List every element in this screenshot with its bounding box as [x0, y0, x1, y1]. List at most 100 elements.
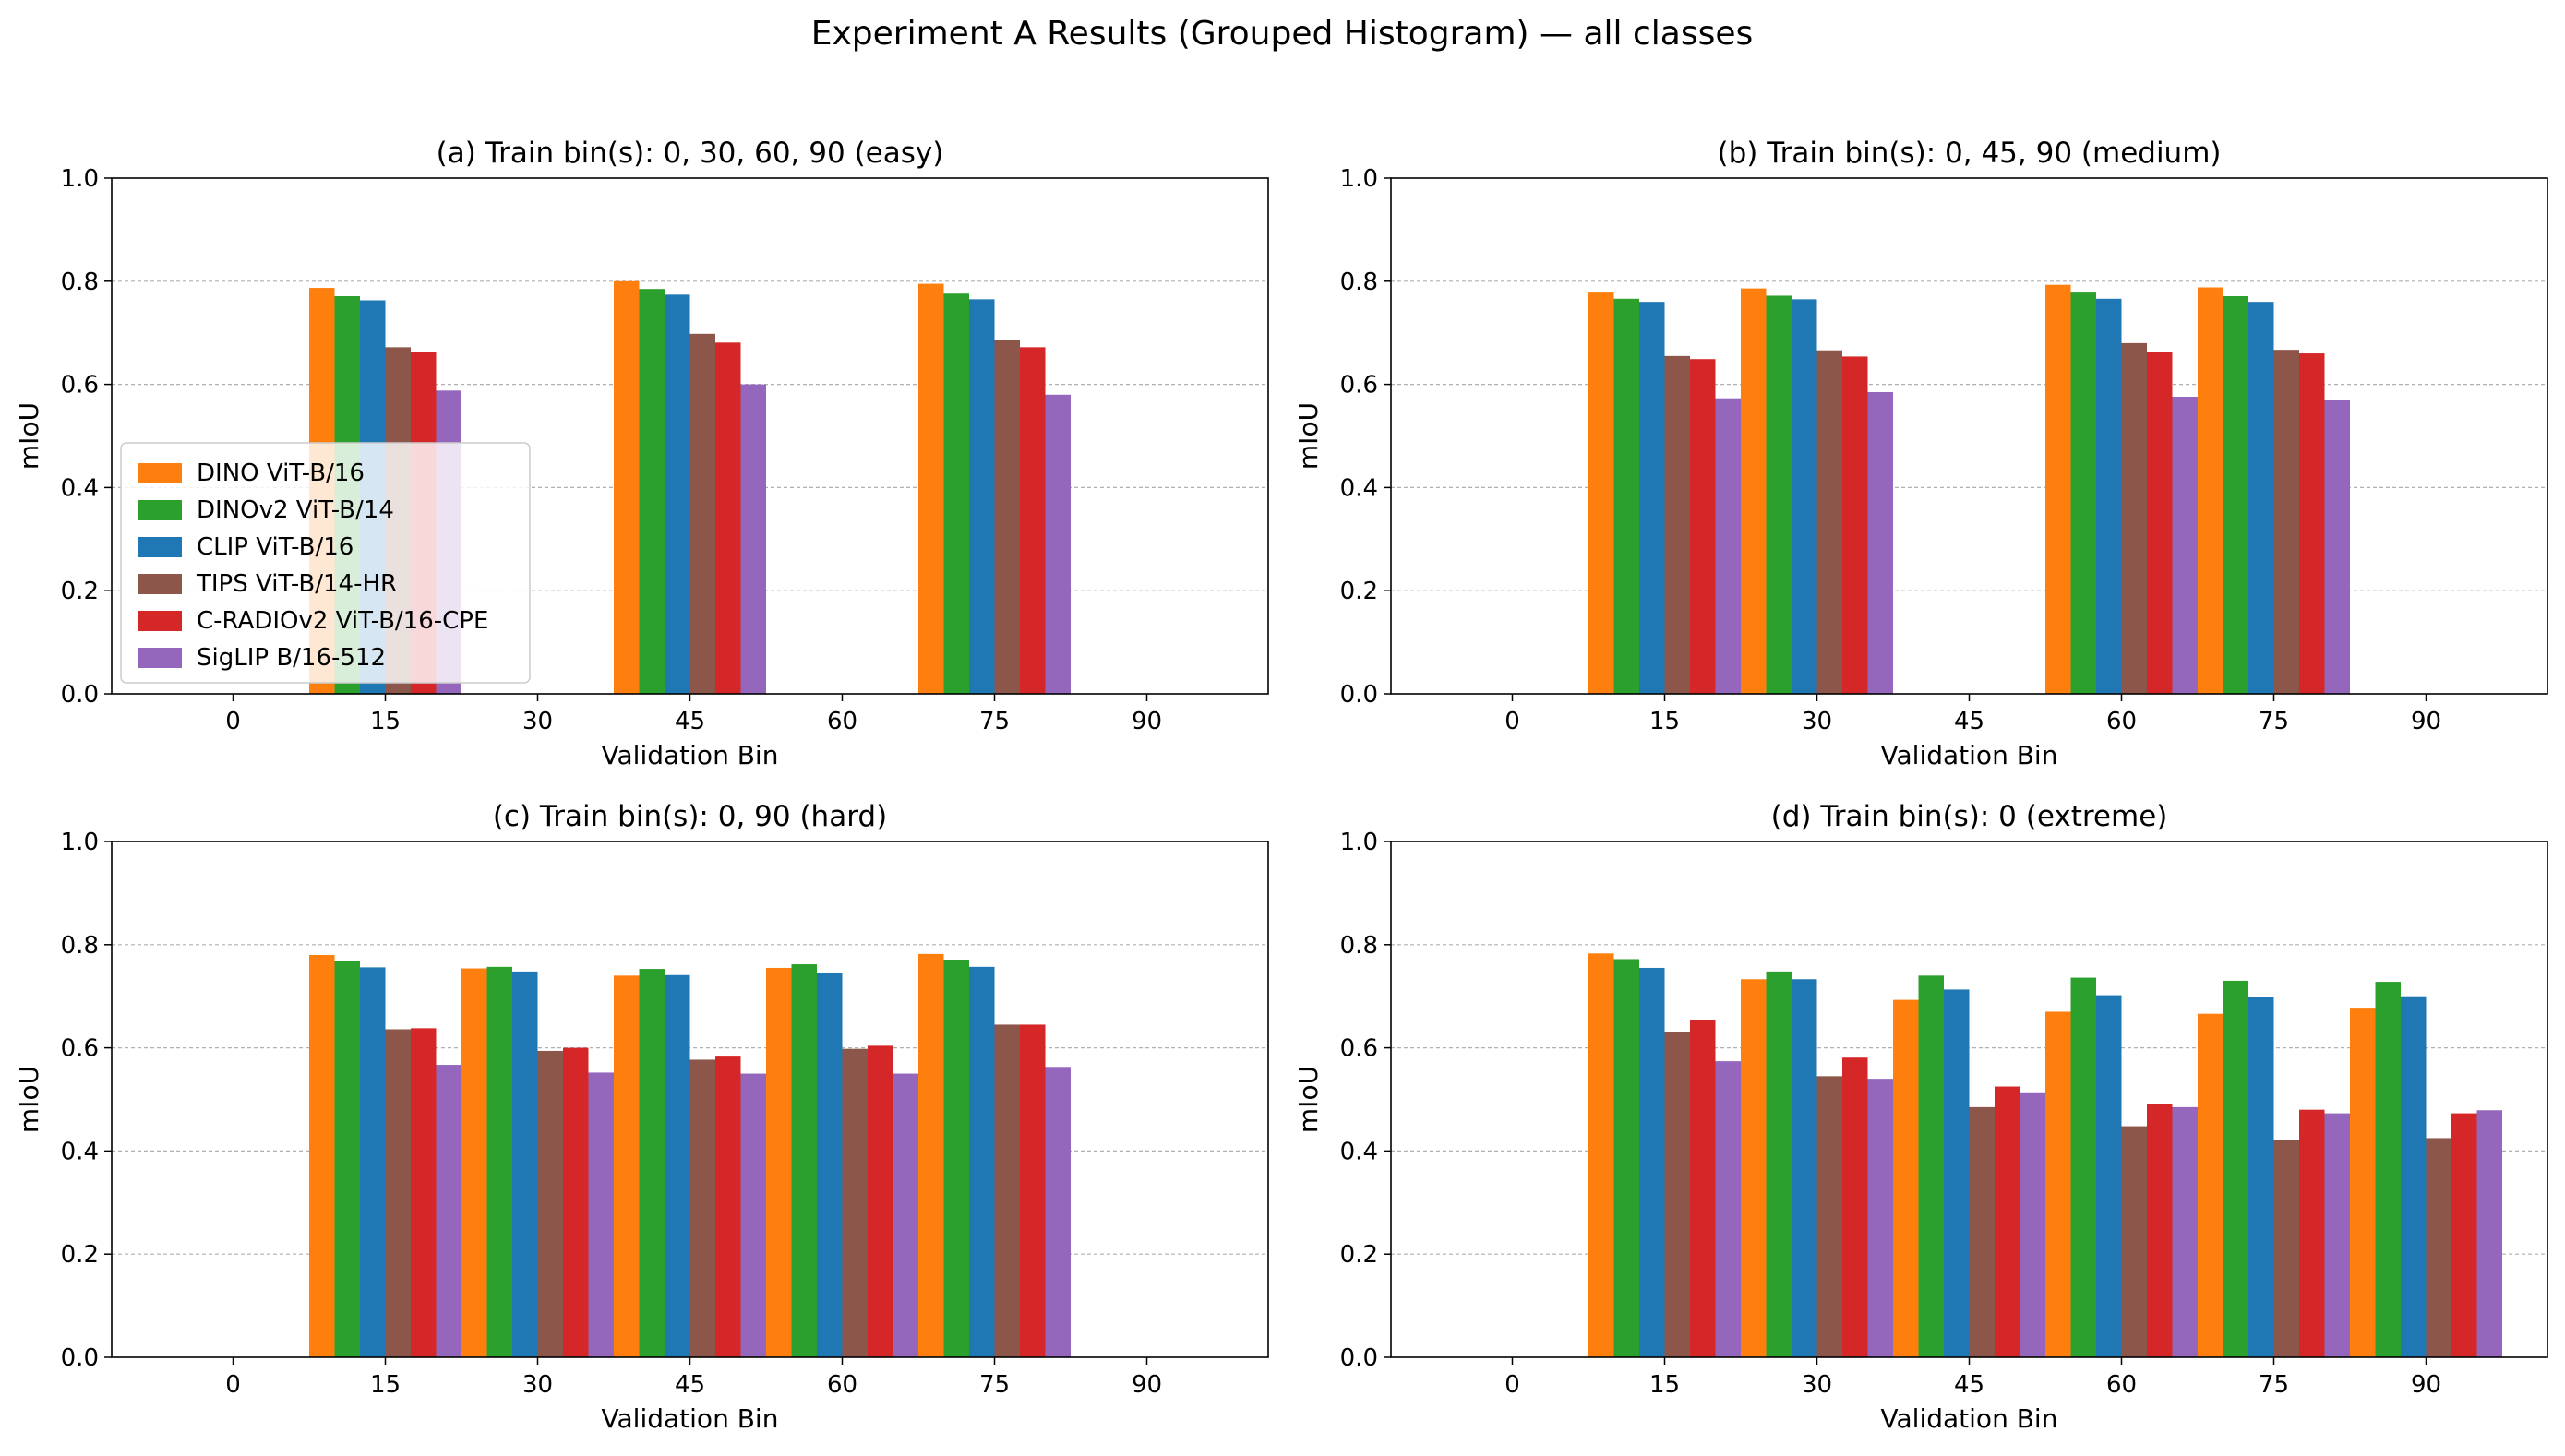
bar-b-s5-c2	[1867, 391, 1893, 694]
bar-c-s4-c3	[715, 1056, 741, 1357]
y-tick-label: 0.8	[61, 269, 99, 296]
bar-c-s2-c3	[665, 974, 690, 1357]
bar-b-s3-c1	[1664, 355, 1690, 694]
x-tick-label: 30	[522, 708, 553, 735]
y-tick-label: 1.0	[1340, 829, 1378, 856]
bar-d-s3-c1	[1664, 1032, 1690, 1357]
bar-d-s2-c5	[2248, 997, 2274, 1357]
bar-a-s2-c5	[969, 299, 995, 694]
y-tick-label: 0.4	[61, 474, 99, 502]
legend-swatch	[138, 537, 182, 557]
bar-d-s4-c4	[2147, 1104, 2173, 1357]
bar-b-s2-c4	[2096, 298, 2122, 694]
bar-b-s1-c4	[2070, 292, 2096, 694]
bar-d-s0-c5	[2198, 1013, 2223, 1357]
y-tick-label: 0.2	[1340, 1241, 1378, 1269]
x-tick-label: 0	[1504, 708, 1520, 735]
y-tick-label: 0.4	[1340, 1138, 1378, 1165]
x-tick-label: 45	[1954, 1371, 1984, 1399]
bar-d-s5-c1	[1715, 1061, 1741, 1357]
y-axis-label: mIoU	[1293, 402, 1324, 470]
x-axis-label: Validation Bin	[1881, 740, 2058, 770]
panel-title: (c) Train bin(s): 0, 90 (hard)	[493, 800, 887, 833]
y-tick-label: 0.0	[61, 681, 99, 709]
y-tick-label: 0.8	[1340, 932, 1378, 960]
y-tick-label: 1.0	[61, 165, 99, 193]
bar-a-s0-c5	[918, 283, 944, 694]
x-tick-label: 15	[1649, 1371, 1680, 1399]
panel-b: 0.0 0.2 0.4 0.6 0.8 1.0 0 15 30 45 60 75 90 (b) Train…	[1293, 137, 2548, 770]
bar-c-s0-c3	[614, 975, 640, 1357]
x-tick-label: 90	[1132, 708, 1162, 735]
bar-a-s4-c5	[1020, 347, 1046, 694]
bar-c-s3-c5	[994, 1024, 1020, 1357]
x-tick-label: 75	[2259, 708, 2289, 735]
legend-label: C-RADIOv2 ViT-B/16-CPE	[197, 607, 488, 635]
bar-b-s2-c5	[2248, 302, 2274, 694]
panel-d: 0.0 0.2 0.4 0.6 0.8 1.0 0 15 30 45 60 75 90 (d) Train…	[1293, 800, 2548, 1434]
bar-a-s0-c3	[614, 280, 640, 694]
bar-d-s5-c4	[2172, 1106, 2198, 1357]
x-tick-label: 15	[370, 708, 401, 735]
legend-swatch	[138, 500, 182, 520]
bar-d-s1-c3	[1918, 975, 1944, 1357]
bar-c-s5-c5	[1045, 1067, 1071, 1357]
bar-c-s3-c1	[385, 1029, 411, 1357]
legend-swatch	[138, 611, 182, 631]
bar-a-s5-c5	[1045, 394, 1071, 694]
y-tick-label: 0.2	[1340, 578, 1378, 605]
legend-label: CLIP ViT-B/16	[197, 533, 354, 561]
bar-b-s1-c2	[1766, 295, 1792, 694]
bar-d-s5-c2	[1867, 1079, 1893, 1357]
bar-b-s5-c5	[2324, 400, 2350, 694]
bar-b-s0-c2	[1741, 288, 1767, 694]
bar-b-s5-c4	[2172, 397, 2198, 694]
x-axis-label: Validation Bin	[602, 740, 779, 770]
bar-d-s0-c6	[2350, 1008, 2376, 1357]
bar-d-s0-c3	[1893, 999, 1919, 1357]
bar-d-s1-c2	[1766, 971, 1792, 1357]
axes-frame	[1390, 177, 2548, 695]
y-tick-label: 0.0	[1340, 681, 1378, 709]
y-tick-label: 0.8	[1340, 269, 1378, 296]
axes-frame	[111, 177, 1269, 695]
figure-title: Experiment A Results (Grouped Histogram)…	[811, 15, 1754, 53]
bar-b-s5-c1	[1715, 398, 1741, 694]
bar-c-s1-c2	[486, 966, 512, 1357]
bar-b-s4-c2	[1842, 356, 1868, 694]
bar-b-s3-c4	[2121, 342, 2147, 694]
panel-c: 0.0 0.2 0.4 0.6 0.8 1.0 0 15 30 45 60 75 90 (c) Train…	[14, 800, 1269, 1434]
bar-c-s2-c1	[360, 967, 386, 1357]
y-tick-label: 0.6	[61, 1035, 99, 1063]
bar-d-s3-c2	[1816, 1076, 1842, 1357]
bar-d-s1-c1	[1613, 959, 1639, 1357]
legend-label: SigLIP B/16-512	[197, 644, 386, 672]
bar-d-s2-c1	[1639, 967, 1665, 1357]
panel-title: (a) Train bin(s): 0, 30, 60, 90 (easy)	[437, 137, 944, 170]
bar-c-s5-c4	[893, 1073, 918, 1357]
bar-b-s3-c5	[2273, 350, 2299, 694]
y-axis-label: mIoU	[1293, 1066, 1324, 1133]
bar-c-s2-c2	[512, 971, 538, 1357]
bar-d-s2-c4	[2096, 995, 2122, 1357]
x-tick-label: 60	[827, 708, 857, 735]
legend-label: DINOv2 ViT-B/14	[197, 496, 394, 524]
bar-b-s4-c5	[2299, 353, 2325, 694]
x-tick-label: 75	[2259, 1371, 2289, 1399]
y-tick-label: 1.0	[1340, 165, 1378, 193]
x-tick-label: 60	[827, 1371, 857, 1399]
y-tick-label: 0.4	[1340, 474, 1378, 502]
y-tick-label: 0.6	[1340, 372, 1378, 400]
y-tick-label: 0.4	[61, 1138, 99, 1165]
bar-b-s1-c5	[2223, 296, 2248, 694]
x-tick-label: 60	[2106, 1371, 2137, 1399]
bar-c-s2-c4	[817, 972, 843, 1357]
bar-b-s4-c4	[2147, 352, 2173, 694]
bar-d-s4-c2	[1842, 1057, 1868, 1357]
axes-frame	[111, 841, 1269, 1358]
bar-c-s0-c5	[918, 953, 944, 1357]
bar-d-s3-c3	[1969, 1106, 1995, 1357]
bar-a-s3-c5	[994, 340, 1020, 694]
x-tick-label: 0	[225, 708, 241, 735]
bar-b-s2-c2	[1792, 299, 1817, 694]
